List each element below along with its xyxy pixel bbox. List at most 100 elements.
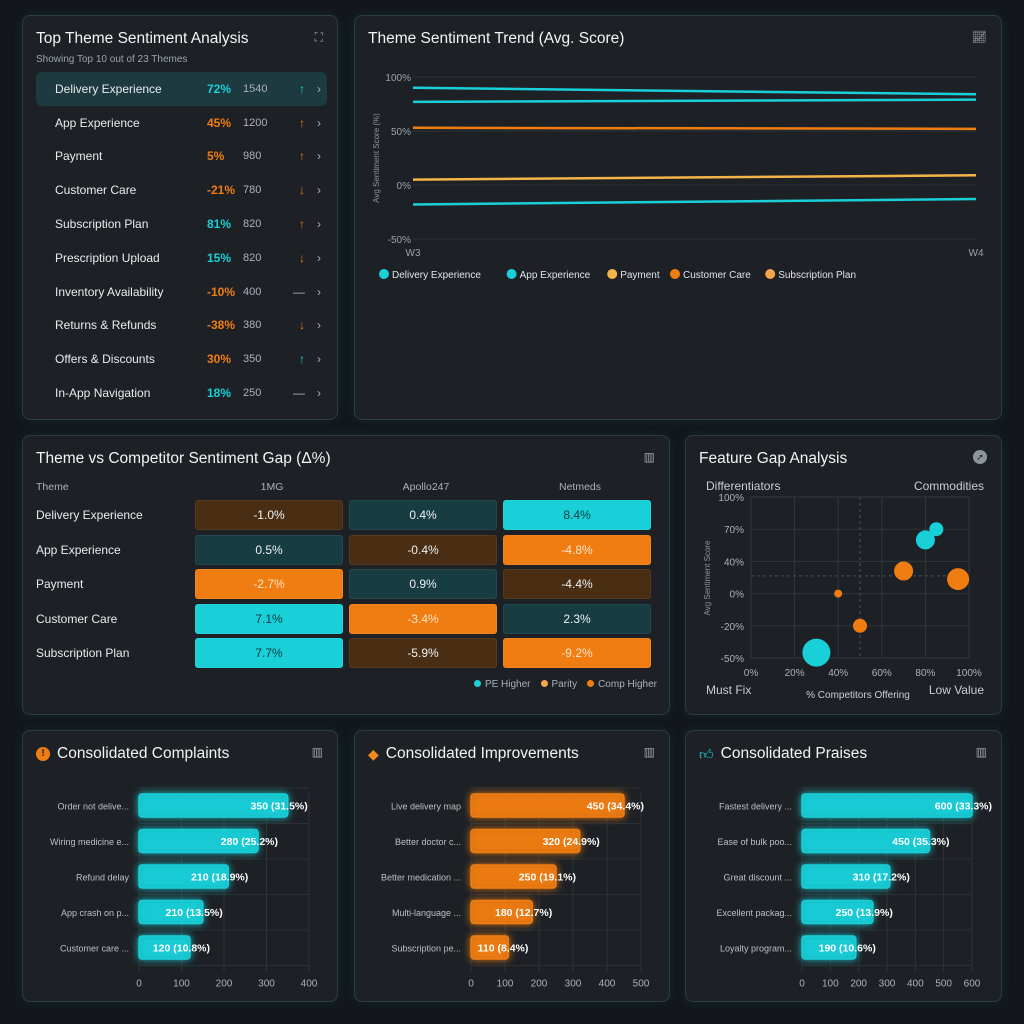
x-tick-label: 100 xyxy=(497,979,514,990)
chevron-right-icon[interactable]: › xyxy=(317,115,321,130)
quadrant-label: Commodities xyxy=(914,479,984,493)
chart-icon[interactable]: 📈︎ xyxy=(971,30,987,44)
y-tick-label: 0% xyxy=(397,181,412,192)
x-axis-label: % Competitors Offering xyxy=(806,690,910,701)
bar-label: 180 (12.7%) xyxy=(495,907,552,919)
legend-dot xyxy=(379,269,389,279)
gap-cell[interactable]: 0.5% xyxy=(195,534,343,565)
theme-name: Offers & Discounts xyxy=(55,352,155,367)
theme-row[interactable]: Inventory Availability -10% 400 — › xyxy=(36,275,327,309)
bar xyxy=(801,864,891,889)
x-tick-label: 100 xyxy=(173,979,190,990)
improvements-chart: 0 100 200 300 400 500 Live delivery map 450 (34… xyxy=(381,787,650,990)
chevron-right-icon[interactable]: › xyxy=(317,284,321,299)
chevron-right-icon[interactable]: › xyxy=(317,250,321,265)
column-header: Netmeds xyxy=(558,481,601,493)
x-tick-label: 300 xyxy=(879,979,896,990)
chevron-right-icon[interactable]: › xyxy=(317,352,321,367)
x-tick-label: 200 xyxy=(216,979,233,990)
category-label: Live delivery map xyxy=(391,802,461,812)
x-tick-label: 400 xyxy=(301,979,318,990)
gap-cell[interactable]: -9.2% xyxy=(503,638,651,669)
x-tick-label: W4 xyxy=(969,248,984,259)
y-axis-label: Avg Sentiment Score (%) xyxy=(372,113,381,203)
gap-cell[interactable]: 8.4% xyxy=(503,500,651,531)
trend-up-icon: ↑ xyxy=(299,149,305,164)
gap-cell[interactable]: -4.8% xyxy=(503,534,651,565)
category-label: Great discount ... xyxy=(723,873,792,883)
theme-row[interactable]: App Experience 45% 1200 ↑ › xyxy=(36,106,327,140)
gap-cell[interactable]: -1.0% xyxy=(195,500,343,531)
theme-row[interactable]: Subscription Plan 81% 820 ↑ › xyxy=(36,207,327,241)
subtitle: Showing Top 10 out of 23 Themes xyxy=(36,54,188,65)
gap-cell[interactable]: -4.4% xyxy=(503,569,651,600)
trend-up-icon: ↑ xyxy=(299,352,305,367)
expand-icon[interactable]: ⛶ xyxy=(314,30,323,44)
trend-chart: 100% 50% 0% -50% Avg Sentiment Score (%) W3 W4… xyxy=(372,73,984,281)
compass-icon[interactable]: ➚ xyxy=(973,450,987,464)
x-tick-label: 200 xyxy=(531,979,548,990)
column-header: Theme xyxy=(36,481,69,493)
bar-label: 350 (31.5%) xyxy=(251,801,308,813)
bar-chart-icon[interactable]: ▥ xyxy=(643,745,655,759)
series-line xyxy=(412,86,977,96)
column-header: Apollo247 xyxy=(402,481,450,493)
gap-cell[interactable]: 2.3% xyxy=(503,603,651,634)
theme-percent: 15% xyxy=(207,250,232,265)
bar-label: 190 (10.6%) xyxy=(819,943,876,955)
scatter-point xyxy=(929,522,944,537)
chevron-right-icon[interactable]: › xyxy=(317,217,321,232)
theme-count: 820 xyxy=(243,218,262,231)
theme-label: App Experience xyxy=(36,542,121,557)
theme-count: 350 xyxy=(243,353,262,366)
gap-cell[interactable]: -2.7% xyxy=(195,569,343,600)
bar xyxy=(801,828,931,854)
theme-row[interactable]: Payment 5% 980 ↑ › xyxy=(36,140,327,174)
theme-row[interactable]: Returns & Refunds -38% 380 ↓ › xyxy=(36,309,327,343)
legend-label: Payment xyxy=(620,270,660,281)
gap-cell[interactable]: 7.1% xyxy=(195,603,343,634)
praises-chart: 0 100 200 300 400 500 600 Fastest delivery ... 6… xyxy=(716,787,992,990)
theme-label: Delivery Experience xyxy=(36,508,143,523)
gap-cell[interactable]: -5.9% xyxy=(349,638,497,669)
theme-row[interactable]: Customer Care -21% 780 ↓ › xyxy=(36,173,327,207)
gap-heatmap: Theme 1MG Apollo247 Netmeds Delivery Experie… xyxy=(36,476,657,671)
bar-chart-icon[interactable]: ▥ xyxy=(311,745,323,759)
table-row: Customer Care 7.1% -3.4% 2.3% xyxy=(36,602,657,637)
y-axis-label: Avg Sentiment Score xyxy=(703,540,712,616)
bar-chart-icon[interactable]: ▥ xyxy=(975,745,987,759)
bar-label: 600 (33.3%) xyxy=(935,801,992,813)
theme-row[interactable]: In-App Navigation 18% 250 — › xyxy=(36,376,327,410)
chevron-right-icon[interactable]: › xyxy=(317,318,321,333)
trend-panel: Theme Sentiment Trend (Avg. Score) 📈︎ 10… xyxy=(354,15,1002,420)
gap-cell[interactable]: 7.7% xyxy=(195,638,343,669)
chevron-right-icon[interactable]: › xyxy=(317,183,321,198)
table-row: Subscription Plan 7.7% -5.9% -9.2% xyxy=(36,636,657,671)
gap-cell[interactable]: -0.4% xyxy=(349,534,497,565)
chevron-right-icon[interactable]: › xyxy=(317,81,321,96)
gap-cell[interactable]: 0.4% xyxy=(349,500,497,531)
category-label: Multi-language ... xyxy=(392,908,461,918)
legend-label: PE Higher xyxy=(484,679,531,690)
theme-row[interactable]: Offers & Discounts 30% 350 ↑ › xyxy=(36,342,327,376)
legend-label: Subscription Plan xyxy=(778,270,856,281)
legend-dot xyxy=(670,269,680,279)
trend-down-icon: ↓ xyxy=(299,318,305,333)
panel-title: Consolidated Complaints xyxy=(57,745,230,762)
theme-name: App Experience xyxy=(55,115,140,130)
theme-percent: -21% xyxy=(207,183,236,198)
category-label: Customer care ... xyxy=(60,944,129,954)
x-tick-label: 400 xyxy=(907,979,924,990)
legend-label: App Experience xyxy=(520,270,591,281)
chevron-right-icon[interactable]: › xyxy=(317,149,321,164)
scatter-point xyxy=(802,638,831,667)
gap-cell[interactable]: -3.4% xyxy=(349,603,497,634)
gap-cell[interactable]: 0.9% xyxy=(349,569,497,600)
legend-dot xyxy=(587,680,595,687)
theme-percent: 72% xyxy=(207,81,232,96)
bar-chart-icon[interactable]: ▥ xyxy=(643,450,655,464)
theme-row[interactable]: Delivery Experience 72% 1540 ↑ › xyxy=(36,72,327,106)
bar xyxy=(801,793,973,818)
theme-row[interactable]: Prescription Upload 15% 820 ↓ › xyxy=(36,241,327,275)
chevron-right-icon[interactable]: › xyxy=(317,386,321,401)
